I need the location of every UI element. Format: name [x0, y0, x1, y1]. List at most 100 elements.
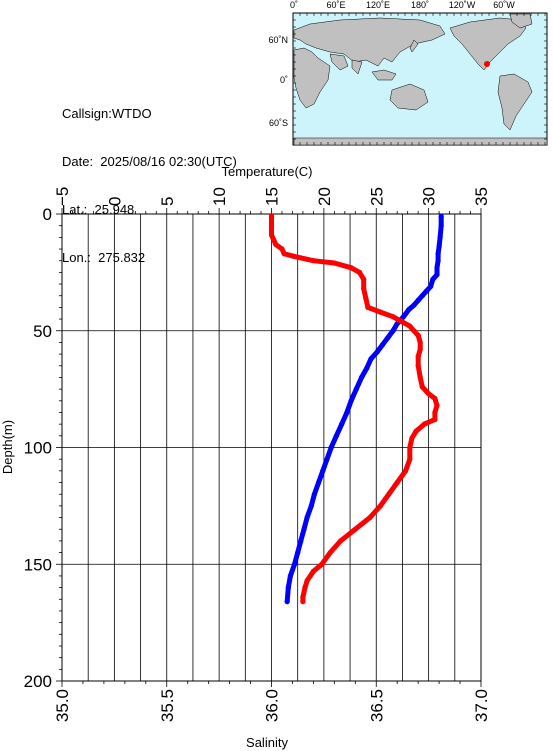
salinity-data-point: [361, 276, 367, 282]
map-lon-label: 60˚E: [326, 0, 345, 10]
salinity-data-point: [432, 409, 438, 416]
salinity-data-point: [363, 295, 369, 301]
salinity-data-point: [432, 395, 438, 402]
salinity-data-point: [415, 363, 421, 369]
salinity-data-point: [403, 468, 409, 474]
salinity-data-point: [394, 479, 400, 486]
map-lat-label: 0˚: [280, 75, 288, 85]
temperature-data-point: [308, 503, 314, 509]
salinity-data-point: [300, 599, 306, 605]
salinity-data-point: [409, 435, 415, 441]
salinity-data-point: [386, 491, 392, 497]
salinity-data-point: [271, 237, 277, 243]
temperature-data-point: [438, 223, 444, 229]
temperature-data-point: [304, 514, 310, 521]
temperature-tick-label: 30: [420, 187, 439, 206]
salinity-data-point: [310, 568, 316, 574]
salinity-data-point: [417, 339, 423, 345]
map-lon-label: 120˚W: [449, 0, 476, 10]
map-landmasses: [293, 13, 548, 146]
temperature-profile-line: [284, 213, 444, 605]
temperature-axis-label: Temperature(C): [221, 164, 312, 179]
salinity-data-point: [338, 538, 344, 544]
temperature-data-point: [390, 328, 396, 334]
salinity-data-point: [304, 578, 310, 584]
salinity-data-point: [268, 223, 275, 229]
temperature-data-point: [284, 599, 290, 605]
depth-axis-label: Depth(m): [0, 420, 15, 474]
temperature-data-point: [285, 585, 291, 591]
salinity-tick-label: 35.0: [53, 689, 72, 722]
salinity-data-point: [348, 265, 354, 271]
salinity-data-point: [352, 526, 358, 532]
salinity-tick-label: 36.5: [367, 689, 386, 722]
temperature-data-point: [333, 433, 339, 439]
salinity-data-point: [398, 318, 404, 324]
salinity-data-point: [365, 304, 371, 310]
temperature-data-point: [423, 288, 430, 294]
salinity-data-point: [331, 260, 337, 266]
temperature-data-point: [419, 293, 425, 299]
temperature-tick-label: 35: [472, 187, 491, 206]
depth-tick-label: 50: [33, 322, 52, 341]
plot-series: [268, 213, 444, 605]
salinity-data-point: [415, 353, 421, 359]
map-longitude-labels: 0˚ 60˚E 120˚E 180˚ 120˚W 60˚W: [290, 0, 515, 10]
station-info: Callsign:WTDO Date: 2025/08/16 02:30(UTC…: [62, 74, 237, 282]
salinity-data-point: [419, 384, 425, 390]
map-lon-label: 120˚E: [366, 0, 390, 10]
salinity-data-point: [289, 253, 296, 259]
temperature-tick-label: 5: [158, 197, 177, 206]
temperature-data-point: [406, 307, 412, 313]
salinity-data-point: [407, 444, 413, 451]
temperature-tick-label: 15: [263, 187, 282, 206]
temperature-data-point: [385, 335, 391, 341]
temperature-data-point: [320, 468, 326, 474]
temperature-data-point: [434, 265, 440, 271]
depth-tick-label: 150: [24, 555, 52, 574]
temperature-data-point: [411, 302, 417, 308]
salinity-data-point: [327, 550, 333, 556]
station-location-marker: [484, 61, 490, 67]
date-text: Date: 2025/08/16 02:30(UTC): [62, 154, 237, 169]
temperature-data-point: [400, 314, 407, 320]
latitude-text: Lat.: 25.948: [62, 202, 135, 217]
map-lon-label: 60˚W: [493, 0, 515, 10]
salinity-data-point: [268, 232, 275, 238]
salinity-data-point: [411, 328, 417, 334]
temperature-data-point: [328, 444, 334, 451]
temperature-data-point: [368, 356, 374, 362]
salinity-data-point: [434, 402, 440, 409]
salinity-tick-label: 36.0: [263, 689, 282, 722]
temperature-data-point: [415, 297, 421, 303]
temperature-data-point: [311, 491, 317, 497]
temperature-tick-label: 10: [210, 187, 229, 206]
temperature-data-point: [287, 573, 293, 579]
temperature-data-point: [438, 213, 444, 219]
map-lon-label: 180˚: [411, 0, 429, 10]
temperature-data-point: [434, 272, 440, 278]
salinity-data-point: [390, 314, 396, 320]
map-latitude-labels: 60˚N 0˚ 60˚S: [268, 35, 288, 128]
temperature-data-point: [324, 456, 330, 462]
salinity-data-point: [432, 416, 438, 423]
temperature-data-point: [348, 398, 354, 404]
callsign-text: Callsign:WTDO: [62, 106, 152, 121]
longitude-text: Lon.: 275.832: [62, 250, 146, 265]
temperature-data-point: [374, 349, 380, 355]
map-lon-label: 0˚: [290, 0, 298, 10]
map-frame: [292, 12, 547, 145]
salinity-data-point: [310, 258, 316, 264]
salinity-data-point: [281, 251, 287, 257]
salinity-data-point: [279, 246, 285, 252]
temperature-data-point: [436, 244, 442, 250]
salinity-data-point: [300, 594, 306, 600]
temperature-data-point: [316, 479, 322, 486]
temperature-data-point: [428, 283, 434, 289]
temperature-data-point: [295, 550, 301, 556]
salinity-data-point: [377, 309, 383, 315]
depth-tick-label: 100: [24, 439, 52, 458]
salinity-data-point: [268, 213, 275, 219]
temperature-data-point: [364, 365, 370, 371]
